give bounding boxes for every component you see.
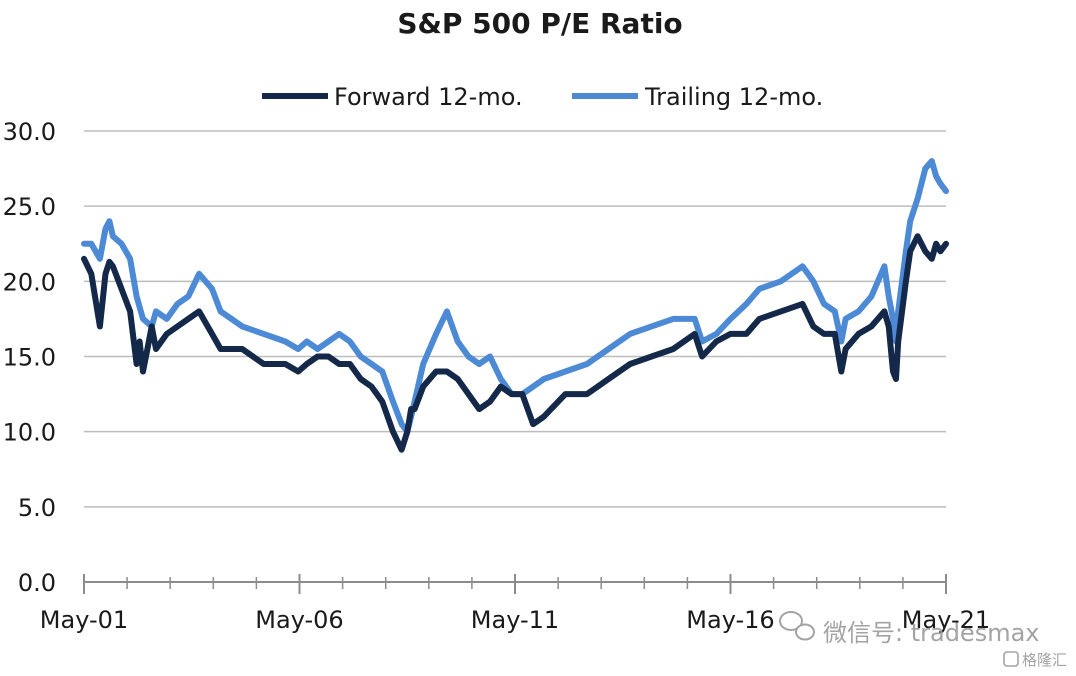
gridlines [84,130,946,508]
x-tick-label: May-11 [471,606,559,634]
legend-label-forward: Forward 12-mo. [334,83,523,111]
y-tick-label: 5.0 [18,494,56,522]
y-tick-label: 10.0 [3,419,56,447]
x-axis: May-01 May-06 May-11 May-16 May-21 [40,574,990,634]
y-tick-label: 0.0 [18,569,56,597]
watermark-text: 微信号: tradesmax [823,619,1040,647]
x-tick-label: May-21 [902,606,990,634]
series-line-trailing [81,158,949,435]
x-tick-label: May-01 [40,606,128,634]
y-tick-label: 25.0 [3,193,56,221]
wechat-icon [779,611,815,641]
legend: Forward 12-mo. Trailing 12-mo. [262,83,823,111]
y-tick-label: 20.0 [3,268,56,296]
y-tick-label: 30.0 [3,118,56,146]
series-line-forward [81,233,949,453]
x-tick-label: May-16 [686,606,774,634]
y-axis: 0.0 5.0 10.0 15.0 20.0 25.0 30.0 [3,118,56,597]
x-tick-label: May-06 [255,606,343,634]
y-tick-label: 15.0 [3,344,56,372]
watermark-brand: 格隆汇 [1022,651,1067,669]
legend-label-trailing: Trailing 12-mo. [644,83,823,111]
series-layer [81,158,949,453]
chart-title: S&P 500 P/E Ratio [397,7,682,40]
watermark: 微信号: tradesmax 格隆汇 [779,611,1067,669]
brand-logo-icon [1003,651,1019,667]
